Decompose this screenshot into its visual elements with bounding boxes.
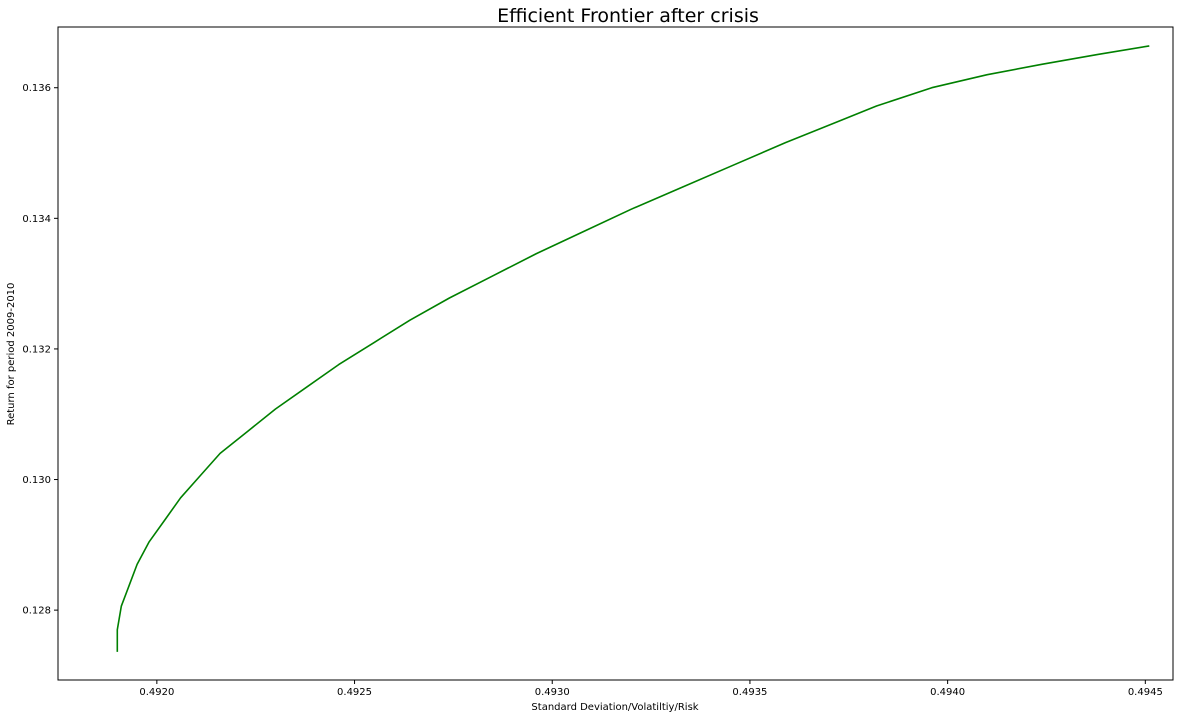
x-tick-label: 0.4930 — [535, 687, 570, 698]
axis-ticks: 0.4920 0.4925 0.4930 0.4935 0.4940 0.4945 0.12… — [22, 83, 1162, 698]
x-tick-label: 0.4935 — [732, 687, 767, 698]
frontier-line — [116, 45, 1150, 652]
y-tick-label: 0.132 — [22, 344, 51, 355]
x-tick-label: 0.4925 — [337, 687, 372, 698]
chart-title: Efficient Frontier after crisis — [497, 5, 759, 27]
y-tick-label: 0.136 — [22, 83, 51, 94]
x-tick-label: 0.4945 — [1128, 687, 1163, 698]
x-tick-label: 0.4940 — [930, 687, 965, 698]
y-tick-label: 0.128 — [22, 606, 51, 617]
plot-area — [116, 45, 1150, 652]
y-axis-label: Return for period 2009-2010 — [6, 283, 17, 426]
x-tick-label: 0.4920 — [139, 687, 174, 698]
axes-frame — [57, 26, 1174, 681]
x-axis-label: Standard Deviation/Volatiltiy/Risk — [531, 702, 698, 713]
y-tick-label: 0.130 — [22, 475, 51, 486]
y-tick-label: 0.134 — [22, 214, 51, 225]
